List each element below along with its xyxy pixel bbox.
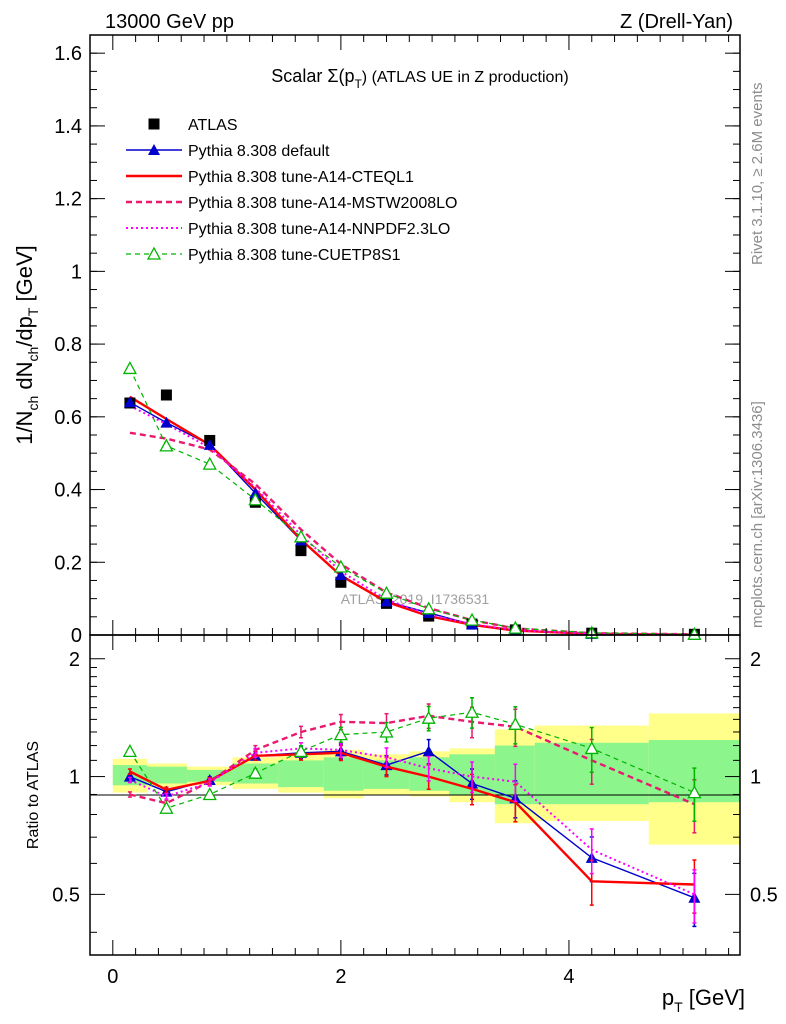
ratio-series-point	[422, 745, 435, 757]
x-axis-label: pT [GeV]	[662, 985, 745, 1015]
main-series-point	[293, 529, 309, 543]
rivet-version-label: Rivet 3.1.10, ≥ 2.6M events	[749, 83, 766, 266]
ratio-frame	[89, 634, 741, 956]
legend-label: Pythia 8.308 tune-A14-MSTW2008LO	[188, 195, 457, 212]
ratio-series-point	[508, 716, 523, 730]
main-y-tick-label: 1.2	[54, 189, 82, 211]
main-y-tick-label: 1	[71, 261, 82, 283]
legend-marker	[148, 118, 160, 130]
main-series-point	[160, 416, 173, 428]
ratio-band-inner	[147, 766, 187, 784]
main-series-point	[248, 492, 263, 506]
legend-label: Pythia 8.308 tune-A14-CTEQL1	[188, 169, 414, 186]
legend-label: ATLAS	[188, 117, 238, 134]
main-series-line	[129, 395, 695, 636]
main-series-point	[334, 569, 347, 580]
main-series-point	[159, 438, 174, 452]
ratio-series-point	[123, 770, 136, 782]
mcplots-label: mcplots.cern.ch [arXiv:1306.3436]	[749, 401, 766, 628]
legend-label: Pythia 8.308 default	[188, 143, 330, 160]
ratio-y-tick-label: 0.5	[52, 884, 80, 906]
ratio-series-point	[584, 741, 599, 755]
analysis-watermark: ATLAS_2019_I1736531	[341, 591, 490, 607]
legend-marker	[148, 144, 160, 155]
ratio-y-tick-label-right: 0.5	[750, 884, 778, 906]
ratio-series-line	[129, 751, 695, 886]
ratio-y-tick-label-right: 2	[750, 649, 761, 671]
ratio-series-point	[248, 765, 263, 779]
ratio-series-point	[379, 724, 394, 738]
legend: ATLAS Pythia 8.308 default Pythia 8.308 tu…	[126, 117, 457, 264]
ratio-panel: 0.5 0.5 1 1 2 2 0 2 4 Ratio to ATLAS pT [GeV]	[25, 634, 778, 1015]
main-series-line	[129, 405, 695, 636]
legend-label: Pythia 8.308 tune-A14-NNPDF2.3LO	[188, 221, 450, 238]
ratio-y-axis-label: Ratio to ATLAS	[25, 741, 42, 849]
main-series-point	[333, 559, 348, 573]
ratio-series-line	[129, 714, 695, 806]
main-title: Scalar Σ(pT) (ATLAS UE in Z production)	[271, 66, 568, 91]
header-energy-label: 13000 GeV pp	[105, 11, 234, 33]
main-y-tick-label: 0	[71, 625, 82, 647]
ratio-series-point	[293, 743, 309, 757]
legend-marker	[146, 246, 162, 260]
x-tick-label: 2	[335, 966, 346, 988]
atlas-data-point	[295, 545, 307, 557]
header-process-label: Z (Drell-Yan)	[620, 11, 733, 33]
ratio-band-inner	[323, 757, 364, 791]
main-series-point	[464, 612, 480, 626]
ratio-series-point	[464, 704, 480, 718]
main-series-point	[508, 620, 523, 634]
x-tick-label: 4	[563, 966, 574, 988]
ratio-series-point	[159, 800, 174, 814]
ratio-series-line	[129, 711, 695, 809]
legend-label: Pythia 8.308 tune-CUETP8S1	[188, 247, 401, 264]
ratio-band-inner	[278, 760, 324, 788]
ratio-y-tick-label-right: 1	[750, 767, 761, 789]
atlas-data-point	[160, 389, 172, 401]
main-series-point	[202, 456, 217, 470]
main-series-line	[129, 431, 695, 636]
main-series-point	[687, 626, 702, 640]
ratio-series-point	[122, 743, 138, 757]
main-y-tick-label: 0.8	[54, 334, 82, 356]
main-series-point	[203, 438, 216, 450]
main-panel: ATLAS_2019_I1736531 0 0.2 0.4 0.6 0.8 1 1.2 1.4…	[12, 34, 741, 647]
ratio-series-point	[333, 727, 348, 741]
main-series-point	[379, 585, 394, 599]
main-series-line	[129, 368, 695, 635]
main-series-point	[380, 595, 393, 607]
main-series-point	[421, 601, 436, 615]
ratio-series-line	[129, 747, 695, 896]
ratio-y-tick-label: 1	[69, 767, 80, 789]
atlas-data-point	[335, 576, 347, 588]
main-y-tick-label: 1.6	[54, 43, 82, 65]
ratio-series-point	[202, 787, 217, 801]
main-y-tick-label: 1.4	[54, 116, 82, 138]
ratio-series-point	[421, 710, 436, 724]
main-series-point	[123, 396, 136, 408]
ratio-y-tick-label: 2	[69, 649, 80, 671]
main-series-point	[122, 361, 138, 375]
main-y-tick-label: 0.6	[54, 407, 82, 429]
main-y-tick-label: 0.4	[54, 480, 82, 502]
main-y-axis-label: 1/Nch dNch/dpT [GeV]	[12, 245, 41, 445]
ratio-series-point	[687, 785, 702, 799]
main-y-tick-label: 0.2	[54, 552, 82, 574]
x-tick-label: 0	[107, 966, 118, 988]
